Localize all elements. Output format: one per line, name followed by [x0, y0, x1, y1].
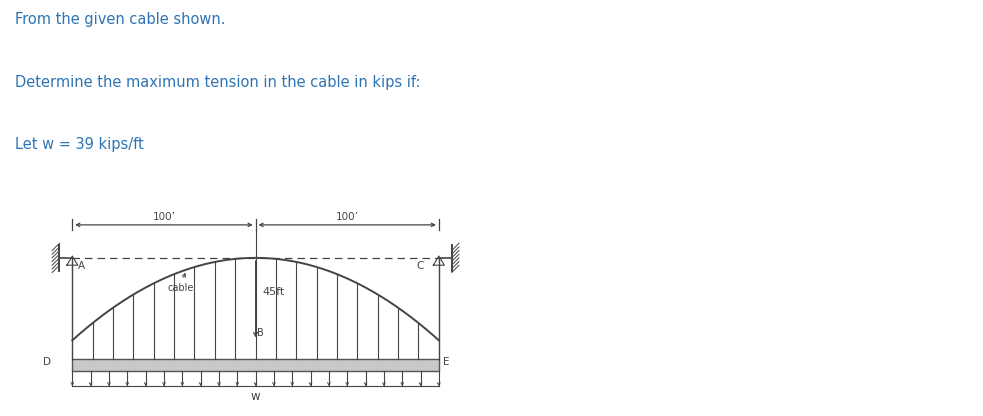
Text: E: E — [442, 357, 449, 367]
Text: w: w — [251, 390, 260, 403]
Text: 100’: 100’ — [336, 212, 359, 222]
Text: C: C — [417, 260, 425, 271]
Text: 100’: 100’ — [152, 212, 175, 222]
Text: Let w = 39 kips/ft: Let w = 39 kips/ft — [15, 137, 144, 152]
Text: cable: cable — [168, 273, 194, 293]
Bar — [73, 359, 438, 371]
Text: B: B — [258, 327, 264, 338]
Text: 45ft: 45ft — [262, 287, 285, 297]
Text: D: D — [43, 357, 51, 367]
Text: Determine the maximum tension in the cable in kips if:: Determine the maximum tension in the cab… — [15, 75, 421, 90]
Text: A: A — [78, 260, 85, 271]
Text: From the given cable shown.: From the given cable shown. — [15, 12, 225, 27]
